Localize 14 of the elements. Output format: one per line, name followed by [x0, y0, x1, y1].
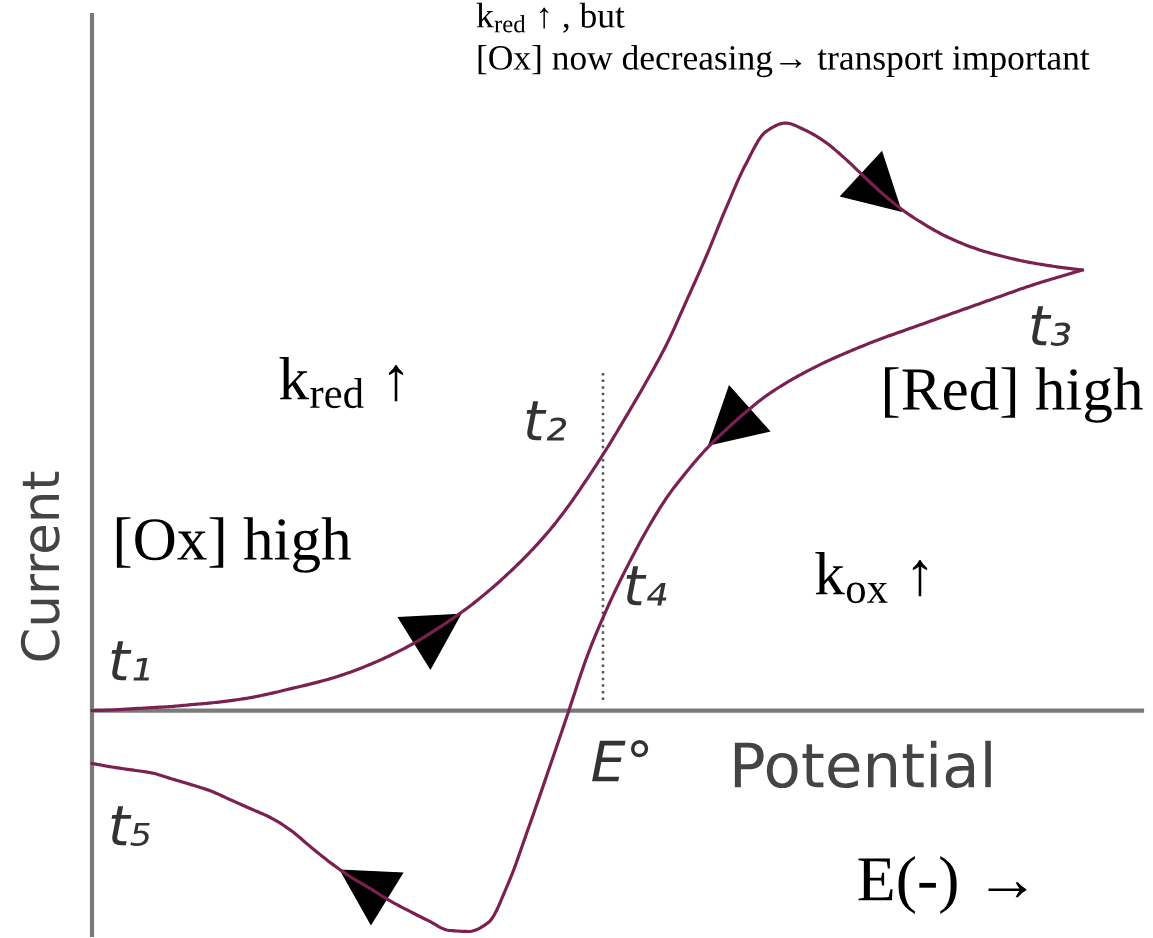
annotation: k$_{red}$ ↑	[279, 356, 404, 409]
y-axis-title: Current	[20, 471, 60, 661]
annotation: E(-) →	[858, 856, 1027, 914]
annotation: t₂	[526, 401, 567, 441]
annotation: t₁	[111, 641, 150, 681]
text: k$_{red}$ ↑ , but [Ox] now decreasing→ transport important	[476, 2, 1090, 78]
annotation: E°	[592, 740, 649, 782]
annotation: t₄	[626, 566, 667, 606]
annotation: t₃	[1031, 306, 1071, 346]
annotation: k$_{ox}$ ↑	[815, 551, 928, 604]
x-axis-title: Potential	[734, 740, 991, 789]
annotation: t₅	[111, 806, 150, 846]
annotation: [Ox] high	[116, 517, 351, 573]
annotation: [Red] high	[885, 367, 1143, 423]
